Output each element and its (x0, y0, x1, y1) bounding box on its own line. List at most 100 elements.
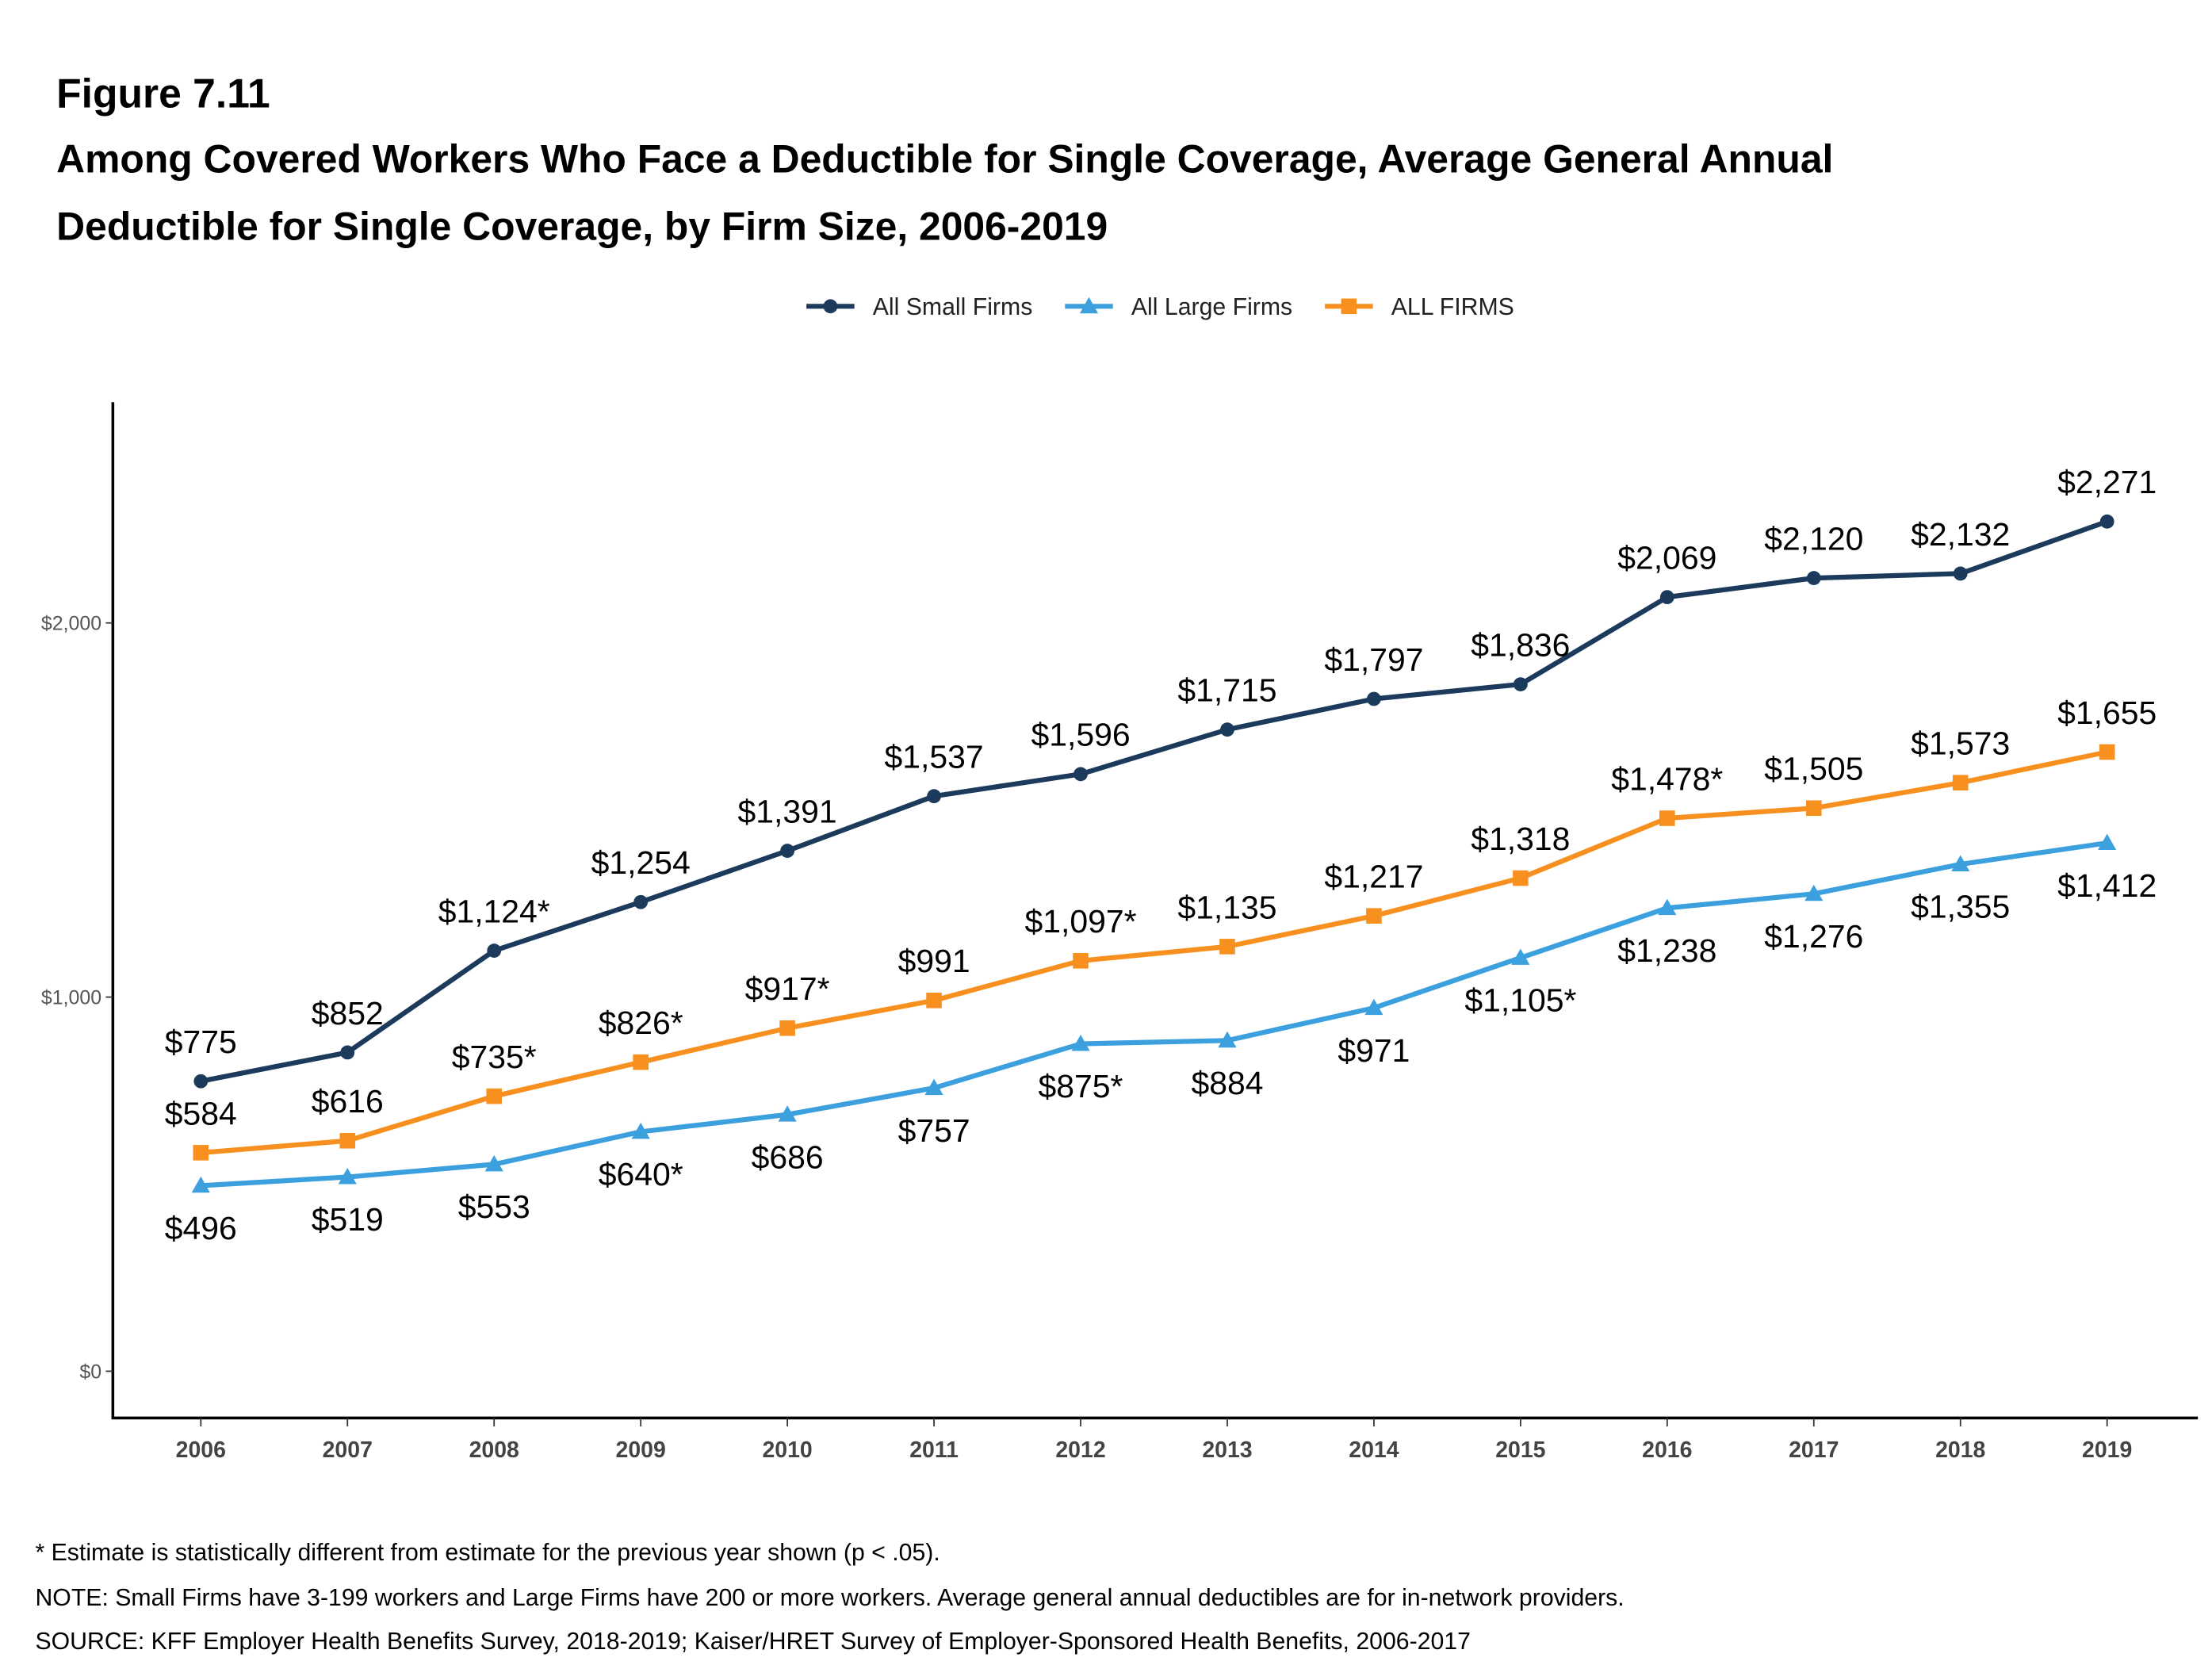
data-point (1805, 800, 1822, 817)
series-line (201, 749, 2108, 1155)
data-label: $1,715 (1177, 672, 1276, 709)
data-label: $640* (599, 1156, 683, 1192)
x-tick-label: 2014 (1349, 1437, 1399, 1463)
data-label: $1,412 (2057, 867, 2157, 904)
data-point (340, 1045, 355, 1060)
x-tick-label: 2012 (1055, 1437, 1105, 1463)
data-label: $1,596 (1031, 717, 1130, 753)
legend-marker (1079, 297, 1099, 314)
data-point (1364, 998, 1383, 1016)
data-label: $1,355 (1911, 889, 2010, 925)
data-label: $2,271 (2057, 464, 2157, 500)
data-label: $852 (312, 995, 384, 1032)
x-tick-label: 2017 (1789, 1437, 1839, 1463)
data-label: $1,573 (1911, 725, 2010, 762)
x-tick-label: 2010 (762, 1437, 812, 1463)
data-label: $1,238 (1617, 932, 1716, 969)
data-point (193, 1074, 209, 1089)
data-point (1953, 566, 1968, 581)
footnote: SOURCE: KFF Employer Health Benefits Sur… (35, 1629, 1470, 1655)
data-point (2099, 744, 2115, 760)
data-point (487, 944, 502, 958)
data-label: $616 (312, 1083, 384, 1120)
data-point (1366, 908, 1382, 924)
data-label: $584 (165, 1095, 237, 1131)
x-tick-label: 2016 (1642, 1437, 1692, 1463)
x-tick-label: 2019 (2082, 1437, 2132, 1463)
data-label: $686 (752, 1139, 824, 1175)
data-point (1658, 898, 1677, 916)
data-label: $775 (165, 1024, 237, 1060)
data-label: $1,797 (1324, 641, 1423, 678)
data-point (633, 894, 649, 909)
x-tick-label: 2007 (323, 1437, 373, 1463)
series-line (200, 519, 2108, 1084)
data-label: $1,097* (1024, 903, 1136, 940)
data-point (1511, 948, 1530, 965)
legend-label: ALL FIRMS (1391, 294, 1514, 320)
figure-label: Figure 7.11 (56, 70, 270, 116)
data-point (778, 1105, 797, 1122)
x-tick-label: 2011 (909, 1437, 959, 1463)
y-tick-label: $0 (79, 1361, 101, 1383)
data-point (633, 1054, 649, 1070)
data-label: $2,132 (1911, 516, 2010, 553)
x-tick-label: 2018 (1935, 1437, 1985, 1463)
data-label: $917* (745, 970, 830, 1007)
data-point (339, 1132, 356, 1149)
x-tick-label: 2006 (176, 1437, 226, 1463)
data-point (1806, 571, 1821, 585)
data-point (2098, 833, 2117, 851)
data-point (1367, 691, 1381, 706)
data-point (1659, 810, 1675, 826)
data-label: $1,254 (591, 844, 691, 881)
data-label: $757 (898, 1112, 970, 1149)
footnote: * Estimate is statistically different fr… (35, 1540, 940, 1566)
data-label: $519 (312, 1201, 384, 1238)
data-label: $1,655 (2057, 695, 2157, 731)
chart-title: Among Covered Workers Who Face a Deducti… (56, 136, 1833, 181)
data-point (1073, 953, 1089, 969)
x-tick-label: 2013 (1202, 1437, 1252, 1463)
series-line (201, 840, 2108, 1188)
footnote: NOTE: Small Firms have 3-199 workers and… (35, 1585, 1624, 1611)
data-label: $496 (165, 1210, 237, 1246)
data-point (1513, 870, 1529, 886)
data-point (1804, 884, 1824, 901)
data-label: $1,276 (1764, 918, 1863, 955)
data-point (1220, 722, 1234, 737)
data-label: $1,478* (1611, 760, 1723, 797)
data-label: $1,105* (1464, 982, 1576, 1019)
chart-title: Deductible for Single Coverage, by Firm … (56, 205, 1108, 249)
data-point (927, 789, 941, 804)
data-point (1513, 677, 1528, 691)
data-label: $1,391 (738, 793, 837, 829)
y-tick-label: $1,000 (41, 986, 101, 1009)
data-point (338, 1167, 357, 1185)
data-point (1951, 855, 1970, 871)
data-point (1659, 590, 1674, 605)
data-label: $2,069 (1617, 540, 1716, 576)
data-point (191, 1176, 210, 1193)
data-label: $884 (1191, 1065, 1263, 1101)
data-label: $1,135 (1177, 889, 1276, 925)
data-point (1218, 1031, 1237, 1048)
x-tick-label: 2008 (469, 1437, 519, 1463)
data-point (486, 1088, 503, 1104)
data-point (779, 1020, 795, 1036)
data-point (2099, 514, 2114, 529)
data-point (780, 844, 795, 858)
data-point (193, 1145, 209, 1161)
data-point (1952, 775, 1969, 790)
legend-label: All Small Firms (873, 294, 1033, 320)
data-point (484, 1154, 503, 1172)
data-label: $826* (599, 1005, 683, 1041)
y-tick-label: $2,000 (41, 613, 101, 635)
data-label: $1,836 (1471, 627, 1570, 664)
data-label: $553 (458, 1188, 530, 1225)
data-label: $1,217 (1324, 859, 1423, 895)
data-label: $735* (452, 1039, 537, 1075)
data-label: $1,318 (1471, 821, 1570, 857)
